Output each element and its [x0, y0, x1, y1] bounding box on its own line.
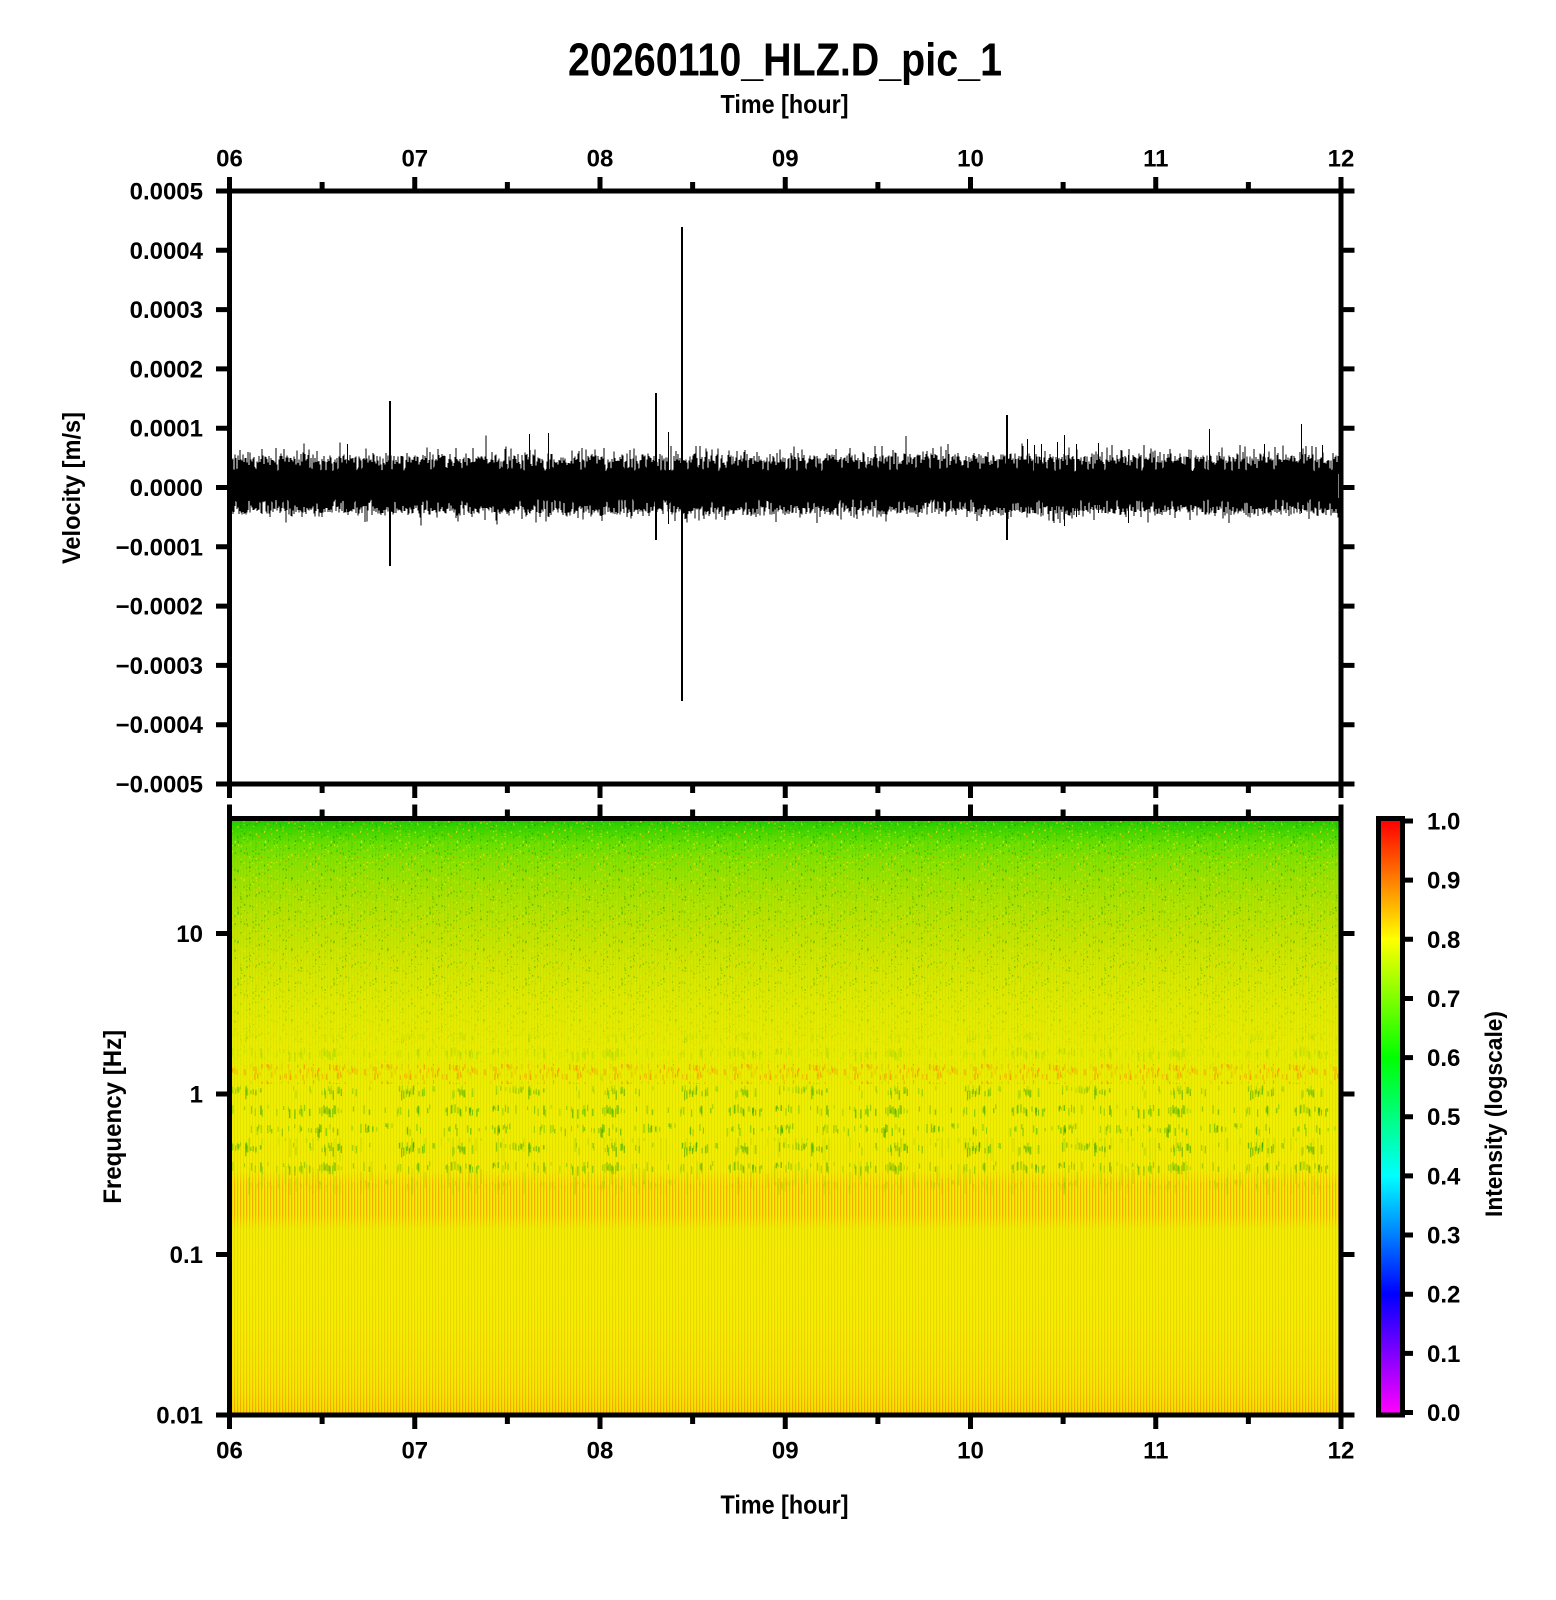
svg-text:12: 12	[1328, 146, 1355, 173]
svg-text:1.0: 1.0	[1427, 809, 1460, 836]
svg-text:0.1: 0.1	[1427, 1341, 1460, 1368]
svg-text:07: 07	[401, 1438, 428, 1465]
svg-text:Frequency [Hz]: Frequency [Hz]	[99, 1030, 127, 1204]
svg-text:0.01: 0.01	[156, 1403, 203, 1430]
svg-text:Time [hour]: Time [hour]	[721, 1490, 849, 1520]
svg-text:−0.0001: −0.0001	[116, 534, 203, 561]
svg-text:Time [hour]: Time [hour]	[721, 89, 849, 119]
svg-text:−0.0005: −0.0005	[116, 772, 203, 799]
svg-text:20260110_HLZ.D_pic_1: 20260110_HLZ.D_pic_1	[568, 34, 1002, 86]
svg-text:0.0: 0.0	[1427, 1400, 1460, 1427]
svg-text:0.2: 0.2	[1427, 1282, 1460, 1309]
svg-text:06: 06	[216, 146, 243, 173]
svg-text:09: 09	[772, 1438, 799, 1465]
svg-text:0.4: 0.4	[1427, 1163, 1461, 1190]
svg-text:Intensity (logscale): Intensity (logscale)	[1481, 1011, 1508, 1217]
svg-text:0.0005: 0.0005	[130, 179, 203, 206]
svg-text:0.3: 0.3	[1427, 1223, 1460, 1250]
svg-text:−0.0004: −0.0004	[116, 712, 204, 739]
svg-text:09: 09	[772, 146, 799, 173]
svg-text:06: 06	[216, 1438, 243, 1465]
svg-text:0.5: 0.5	[1427, 1104, 1460, 1131]
svg-text:12: 12	[1328, 1438, 1355, 1465]
svg-text:0.0001: 0.0001	[130, 416, 203, 443]
svg-text:07: 07	[401, 146, 428, 173]
svg-text:0.0000: 0.0000	[130, 475, 203, 502]
svg-text:0.8: 0.8	[1427, 927, 1460, 954]
svg-text:11: 11	[1143, 1438, 1168, 1465]
svg-text:08: 08	[587, 1438, 614, 1465]
svg-text:0.0002: 0.0002	[130, 356, 203, 383]
svg-text:0.7: 0.7	[1427, 986, 1460, 1013]
svg-text:10: 10	[176, 921, 203, 948]
svg-text:0.1: 0.1	[170, 1242, 203, 1269]
svg-text:−0.0003: −0.0003	[116, 653, 203, 680]
svg-text:10: 10	[957, 146, 984, 173]
svg-text:10: 10	[957, 1438, 984, 1465]
svg-text:08: 08	[587, 146, 614, 173]
svg-text:11: 11	[1143, 146, 1168, 173]
svg-text:0.0003: 0.0003	[130, 297, 203, 324]
svg-text:1: 1	[190, 1082, 203, 1109]
svg-text:−0.0002: −0.0002	[116, 594, 203, 621]
svg-text:0.6: 0.6	[1427, 1045, 1460, 1072]
svg-text:0.9: 0.9	[1427, 868, 1460, 895]
svg-text:0.0004: 0.0004	[130, 238, 204, 265]
svg-text:Velocity [m/s]: Velocity [m/s]	[58, 412, 86, 564]
